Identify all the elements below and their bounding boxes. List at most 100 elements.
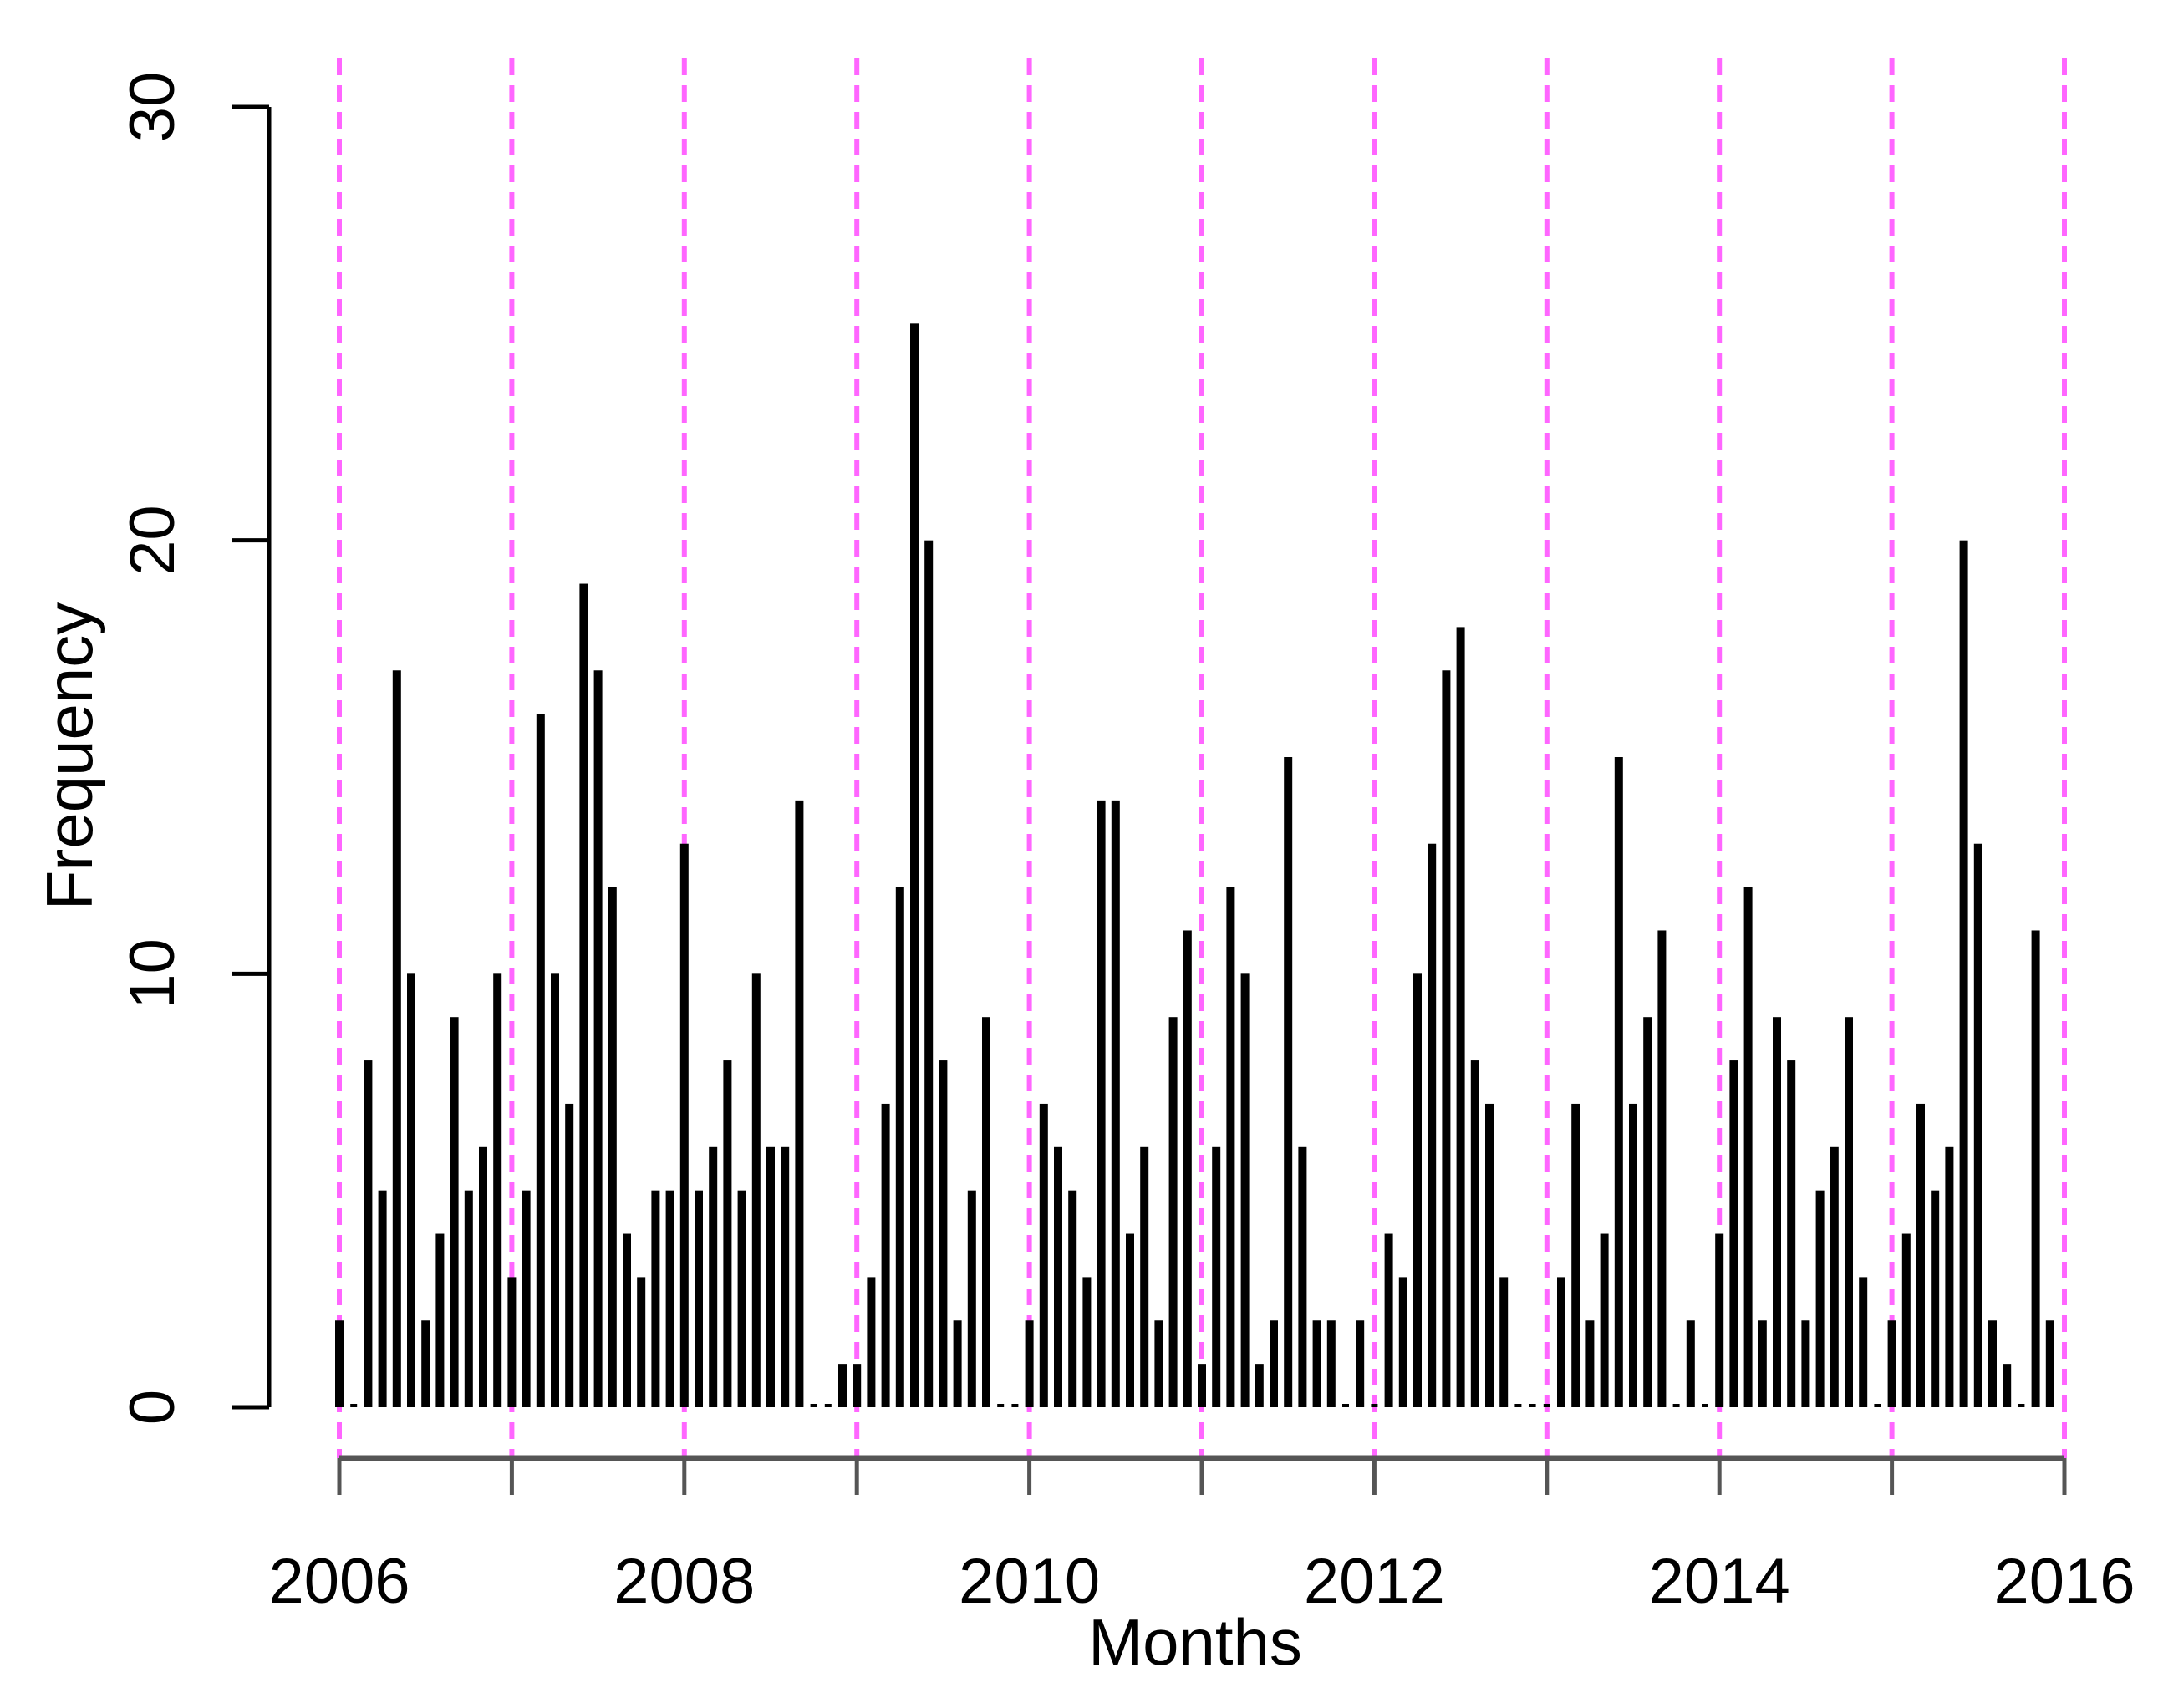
- bar-2006-6: [407, 973, 415, 1407]
- bar-2010-5: [1082, 1277, 1092, 1407]
- x-tick-label: 2008: [613, 1546, 755, 1617]
- bar-2014-12: [1874, 1404, 1881, 1407]
- x-tick-label: 2014: [1649, 1546, 1790, 1617]
- bar-2015-1: [1887, 1320, 1896, 1407]
- bar-2014-1: [1715, 1233, 1724, 1407]
- bar-2011-11: [1342, 1404, 1349, 1407]
- bar-2013-7: [1629, 1103, 1637, 1407]
- bar-2014-8: [1815, 1190, 1825, 1407]
- bar-2015-3: [1916, 1103, 1925, 1407]
- x-tick-label: 2016: [1993, 1546, 2135, 1617]
- bar-2015-6: [1959, 540, 1968, 1407]
- bar-2014-10: [1845, 1017, 1853, 1407]
- bar-2011-10: [1326, 1320, 1336, 1407]
- bar-2010-6: [1097, 800, 1106, 1407]
- bar-2011-6: [1270, 1320, 1278, 1407]
- y-tick-label: 0: [117, 1390, 188, 1425]
- bar-2015-9: [2003, 1364, 2012, 1407]
- bar-2008-11: [824, 1404, 832, 1407]
- bar-2007-5: [565, 1103, 574, 1407]
- bar-2015-4: [1931, 1190, 1940, 1407]
- bar-2007-9: [623, 1233, 631, 1407]
- bar-2007-6: [579, 583, 588, 1407]
- bar-2010-9: [1140, 1146, 1149, 1407]
- bar-2012-10: [1499, 1277, 1509, 1407]
- bar-2013-4: [1585, 1320, 1595, 1407]
- bar-2009-5: [910, 323, 919, 1407]
- bar-2007-11: [651, 1190, 660, 1407]
- bar-2008-4: [723, 1060, 732, 1407]
- bar-2007-7: [593, 670, 603, 1407]
- bar-2013-5: [1600, 1233, 1609, 1407]
- bar-2006-10: [464, 1190, 473, 1407]
- bar-2008-8: [781, 1146, 790, 1407]
- bar-2008-1: [679, 843, 689, 1407]
- bar-2015-10: [2018, 1404, 2025, 1407]
- y-tick-label: 30: [117, 72, 188, 143]
- bar-2013-12: [1702, 1404, 1708, 1407]
- bar-2014-4: [1758, 1320, 1767, 1407]
- bar-2009-1: [853, 1364, 862, 1407]
- bar-2008-2: [695, 1190, 703, 1407]
- bar-2009-3: [881, 1103, 890, 1407]
- x-tick-label: 2012: [1304, 1546, 1445, 1617]
- bar-2009-6: [924, 540, 934, 1407]
- bar-2008-10: [810, 1404, 817, 1407]
- bar-2013-9: [1657, 930, 1667, 1407]
- x-tick-label: 2006: [268, 1546, 410, 1617]
- bar-2014-3: [1743, 887, 1753, 1407]
- x-axis: 2006 2008 2010 2012 2014 2016: [268, 1455, 2135, 1617]
- bar-2013-3: [1571, 1103, 1580, 1407]
- bar-2007-12: [665, 1190, 674, 1407]
- bar-2006-3: [364, 1060, 373, 1407]
- bar-2015-5: [1945, 1146, 1954, 1407]
- bar-2010-11: [1168, 1017, 1178, 1407]
- bar-2008-9: [795, 800, 804, 1407]
- bar-2011-12: [1356, 1320, 1365, 1407]
- bar-2006-12: [493, 973, 502, 1407]
- bar-2009-9: [967, 1190, 976, 1407]
- bar-2011-2: [1212, 1146, 1221, 1407]
- bar-2012-1: [1371, 1404, 1378, 1407]
- bar-2014-9: [1830, 1146, 1839, 1407]
- bar-2011-9: [1312, 1320, 1321, 1407]
- bar-2008-7: [766, 1146, 775, 1407]
- bar-2015-7: [1973, 843, 1982, 1407]
- bar-2013-6: [1614, 757, 1623, 1407]
- bar-2010-4: [1068, 1190, 1077, 1407]
- bar-2009-8: [953, 1320, 962, 1407]
- y-tick-label: 10: [117, 938, 188, 1009]
- bar-2013-8: [1643, 1017, 1652, 1407]
- bar-2006-8: [435, 1233, 445, 1407]
- bar-2014-6: [1787, 1060, 1796, 1407]
- bar-2006-5: [392, 670, 401, 1407]
- bar-2009-4: [895, 887, 904, 1407]
- bar-2008-12: [838, 1364, 847, 1407]
- year-divider-lines: [337, 58, 2067, 1458]
- bar-2008-6: [751, 973, 761, 1407]
- bar-2012-4: [1413, 973, 1422, 1407]
- bar-2011-3: [1226, 887, 1235, 1407]
- x-tick-label: 2010: [959, 1546, 1100, 1617]
- monthly-bars: [335, 323, 2054, 1407]
- bar-2009-12: [1011, 1404, 1019, 1407]
- bar-2013-2: [1557, 1277, 1565, 1407]
- bar-2007-2: [522, 1190, 531, 1407]
- x-axis-label: Months: [1088, 1605, 1302, 1679]
- bar-2009-11: [997, 1404, 1005, 1407]
- bar-2012-12: [1529, 1404, 1536, 1407]
- bar-2011-1: [1198, 1364, 1206, 1407]
- bar-2006-9: [450, 1017, 459, 1407]
- bar-2012-9: [1485, 1103, 1494, 1407]
- y-tick-label: 20: [117, 505, 188, 576]
- bar-2006-1: [335, 1320, 344, 1407]
- bar-2006-4: [378, 1190, 387, 1407]
- bar-2009-10: [982, 1017, 990, 1407]
- bar-2007-4: [551, 973, 559, 1407]
- bar-2013-11: [1686, 1320, 1695, 1407]
- y-axis: 0 10 20 30: [117, 72, 272, 1425]
- bar-2006-2: [350, 1404, 358, 1407]
- bar-2012-8: [1470, 1060, 1479, 1407]
- bar-2012-5: [1428, 843, 1437, 1407]
